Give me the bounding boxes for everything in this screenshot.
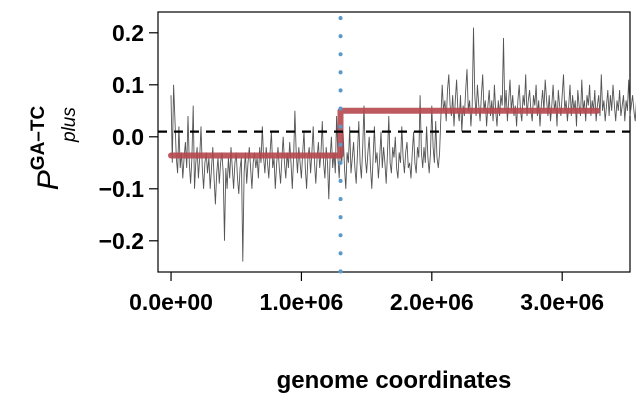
step-series-line [168,107,601,159]
noisy-series-line [170,27,636,262]
plot-frame [157,11,631,273]
y-axis-title-superscript: GA–TC [28,106,49,171]
y-tick-label: 0.1 [112,72,144,98]
x-tick-label: 3.0e+06 [520,289,604,315]
y-tick-label: 0.0 [112,124,144,150]
y-tick-label: 0.2 [112,20,144,46]
x-axis-title: genome coordinates [277,367,512,394]
y-axis-title-main: P [32,170,65,190]
plot-area: −0.2 −0.1 0.0 0.1 0.2 0.0e+00 1.0e+06 2.0e+06 3.… [99,11,636,315]
x-tick-label: 2.0e+06 [390,289,474,315]
x-tick-label: 0.0e+00 [129,289,213,315]
y-tick-label: −0.1 [99,176,145,202]
y-axis-title: PGA–TC plus [28,106,80,191]
svg-text:PGA–TC: PGA–TC [28,106,65,191]
y-tick-label: −0.2 [99,228,144,254]
x-tick-label: 1.0e+06 [260,289,344,315]
y-axis-title-subscript: plus [59,107,80,143]
